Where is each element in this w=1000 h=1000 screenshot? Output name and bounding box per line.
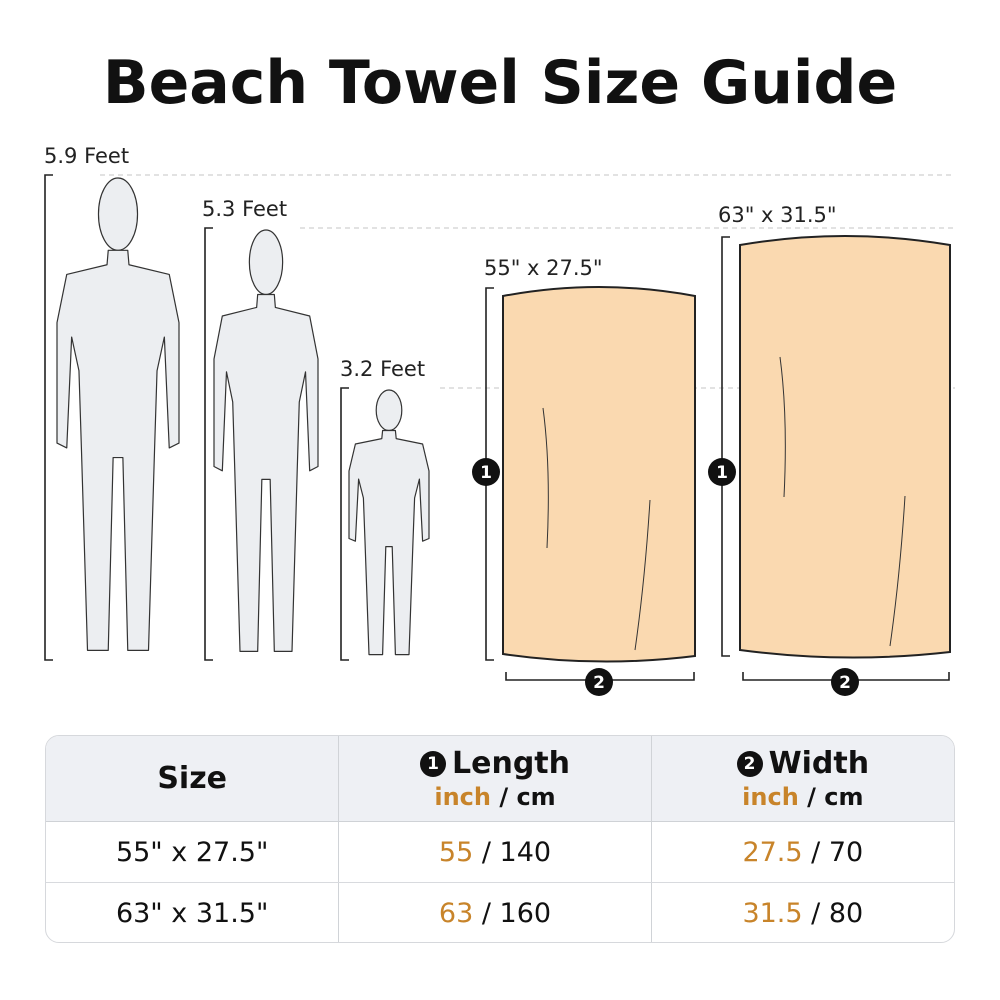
body-icon [348,429,430,656]
unit-cm: cm [516,783,556,811]
child-height-label: 3.2 Feet [340,357,426,381]
towel-shape [739,235,951,659]
marker-number: 2 [593,673,605,693]
length-inch: 63 [438,897,474,929]
table-row: 55" x 27.5" 55 / 140 27.5 / 70 [46,822,954,883]
header-width: Width [768,746,870,781]
marker-1-icon: 1 [420,750,447,777]
towel-fold [889,495,906,647]
head-icon [248,229,284,296]
unit-cm: cm [824,783,864,811]
head-icon [97,177,139,251]
child-figure [348,389,430,656]
length-cm: 140 [499,836,552,868]
height-bracket [44,174,53,661]
marker-number: 1 [716,463,728,483]
length-marker-icon [472,458,500,486]
size-cell: 63" x 31.5" [115,897,269,929]
towel-shape [502,286,696,663]
towel-large-label: 63" x 31.5" [718,203,837,227]
towel-1: 12 [472,286,696,696]
man-figure [56,177,180,651]
towel-small-label: 55" x 27.5" [484,256,603,280]
size-cell: 55" x 27.5" [115,836,269,868]
towel-fold [542,407,549,549]
height-bracket [204,227,213,661]
marker-number: 2 [839,673,851,693]
figures [56,177,430,656]
towel-fold [634,499,651,651]
towel-2: 12 [708,235,951,696]
length-cm: 160 [499,897,552,929]
width-inch: 27.5 [742,836,803,868]
width-marker-icon [831,668,859,696]
height-bracket [340,387,349,661]
woman-height-label: 5.3 Feet [202,197,288,221]
length-inch: 55 [438,836,474,868]
marker-2-icon: 2 [736,750,763,777]
header-length: Length [452,746,571,781]
man-height-label: 5.9 Feet [44,144,130,168]
width-cm: 70 [828,836,864,868]
towel-fold [779,356,786,498]
table-header: Size 1 Length inch / cm 2 Width inch / cm [46,736,954,822]
body-icon [56,249,180,651]
size-table: Size 1 Length inch / cm 2 Width inch / cm … [45,735,955,943]
unit-separator: / [798,783,825,811]
width-marker-icon [585,668,613,696]
page-title: Beach Towel Size Guide [102,48,898,118]
unit-inch: inch [434,783,491,811]
length-marker-icon [708,458,736,486]
width-inch: 31.5 [742,897,803,929]
width-cm: 80 [828,897,864,929]
table-row: 63" x 31.5" 63 / 160 31.5 / 80 [46,883,954,942]
body-icon [213,293,319,652]
header-size: Size [157,761,228,796]
marker-number: 1 [480,463,492,483]
unit-separator: / [490,783,517,811]
length-bracket [721,236,730,657]
woman-figure [213,229,319,652]
unit-inch: inch [742,783,799,811]
head-icon [375,389,403,432]
